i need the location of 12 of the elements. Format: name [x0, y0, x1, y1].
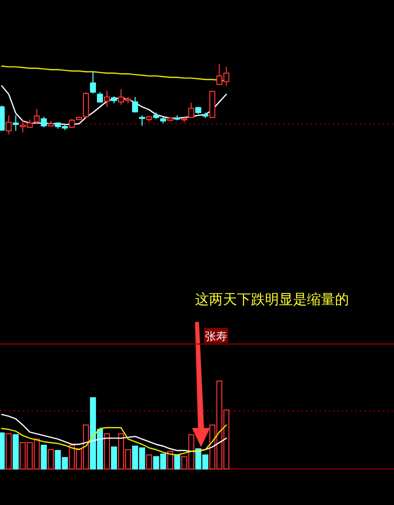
- text: 张寿: [205, 330, 227, 343]
- bar: [167, 450, 174, 470]
- bar: [104, 433, 110, 470]
- bar: [111, 446, 118, 470]
- bar: [0, 432, 5, 470]
- bar: [146, 454, 152, 470]
- bar: [40, 444, 47, 470]
- bar: [6, 433, 12, 470]
- bar: [48, 449, 54, 470]
- text: 这两天下跌明显是缩量的: [195, 292, 349, 308]
- bar: [174, 454, 180, 470]
- bar: [12, 434, 19, 470]
